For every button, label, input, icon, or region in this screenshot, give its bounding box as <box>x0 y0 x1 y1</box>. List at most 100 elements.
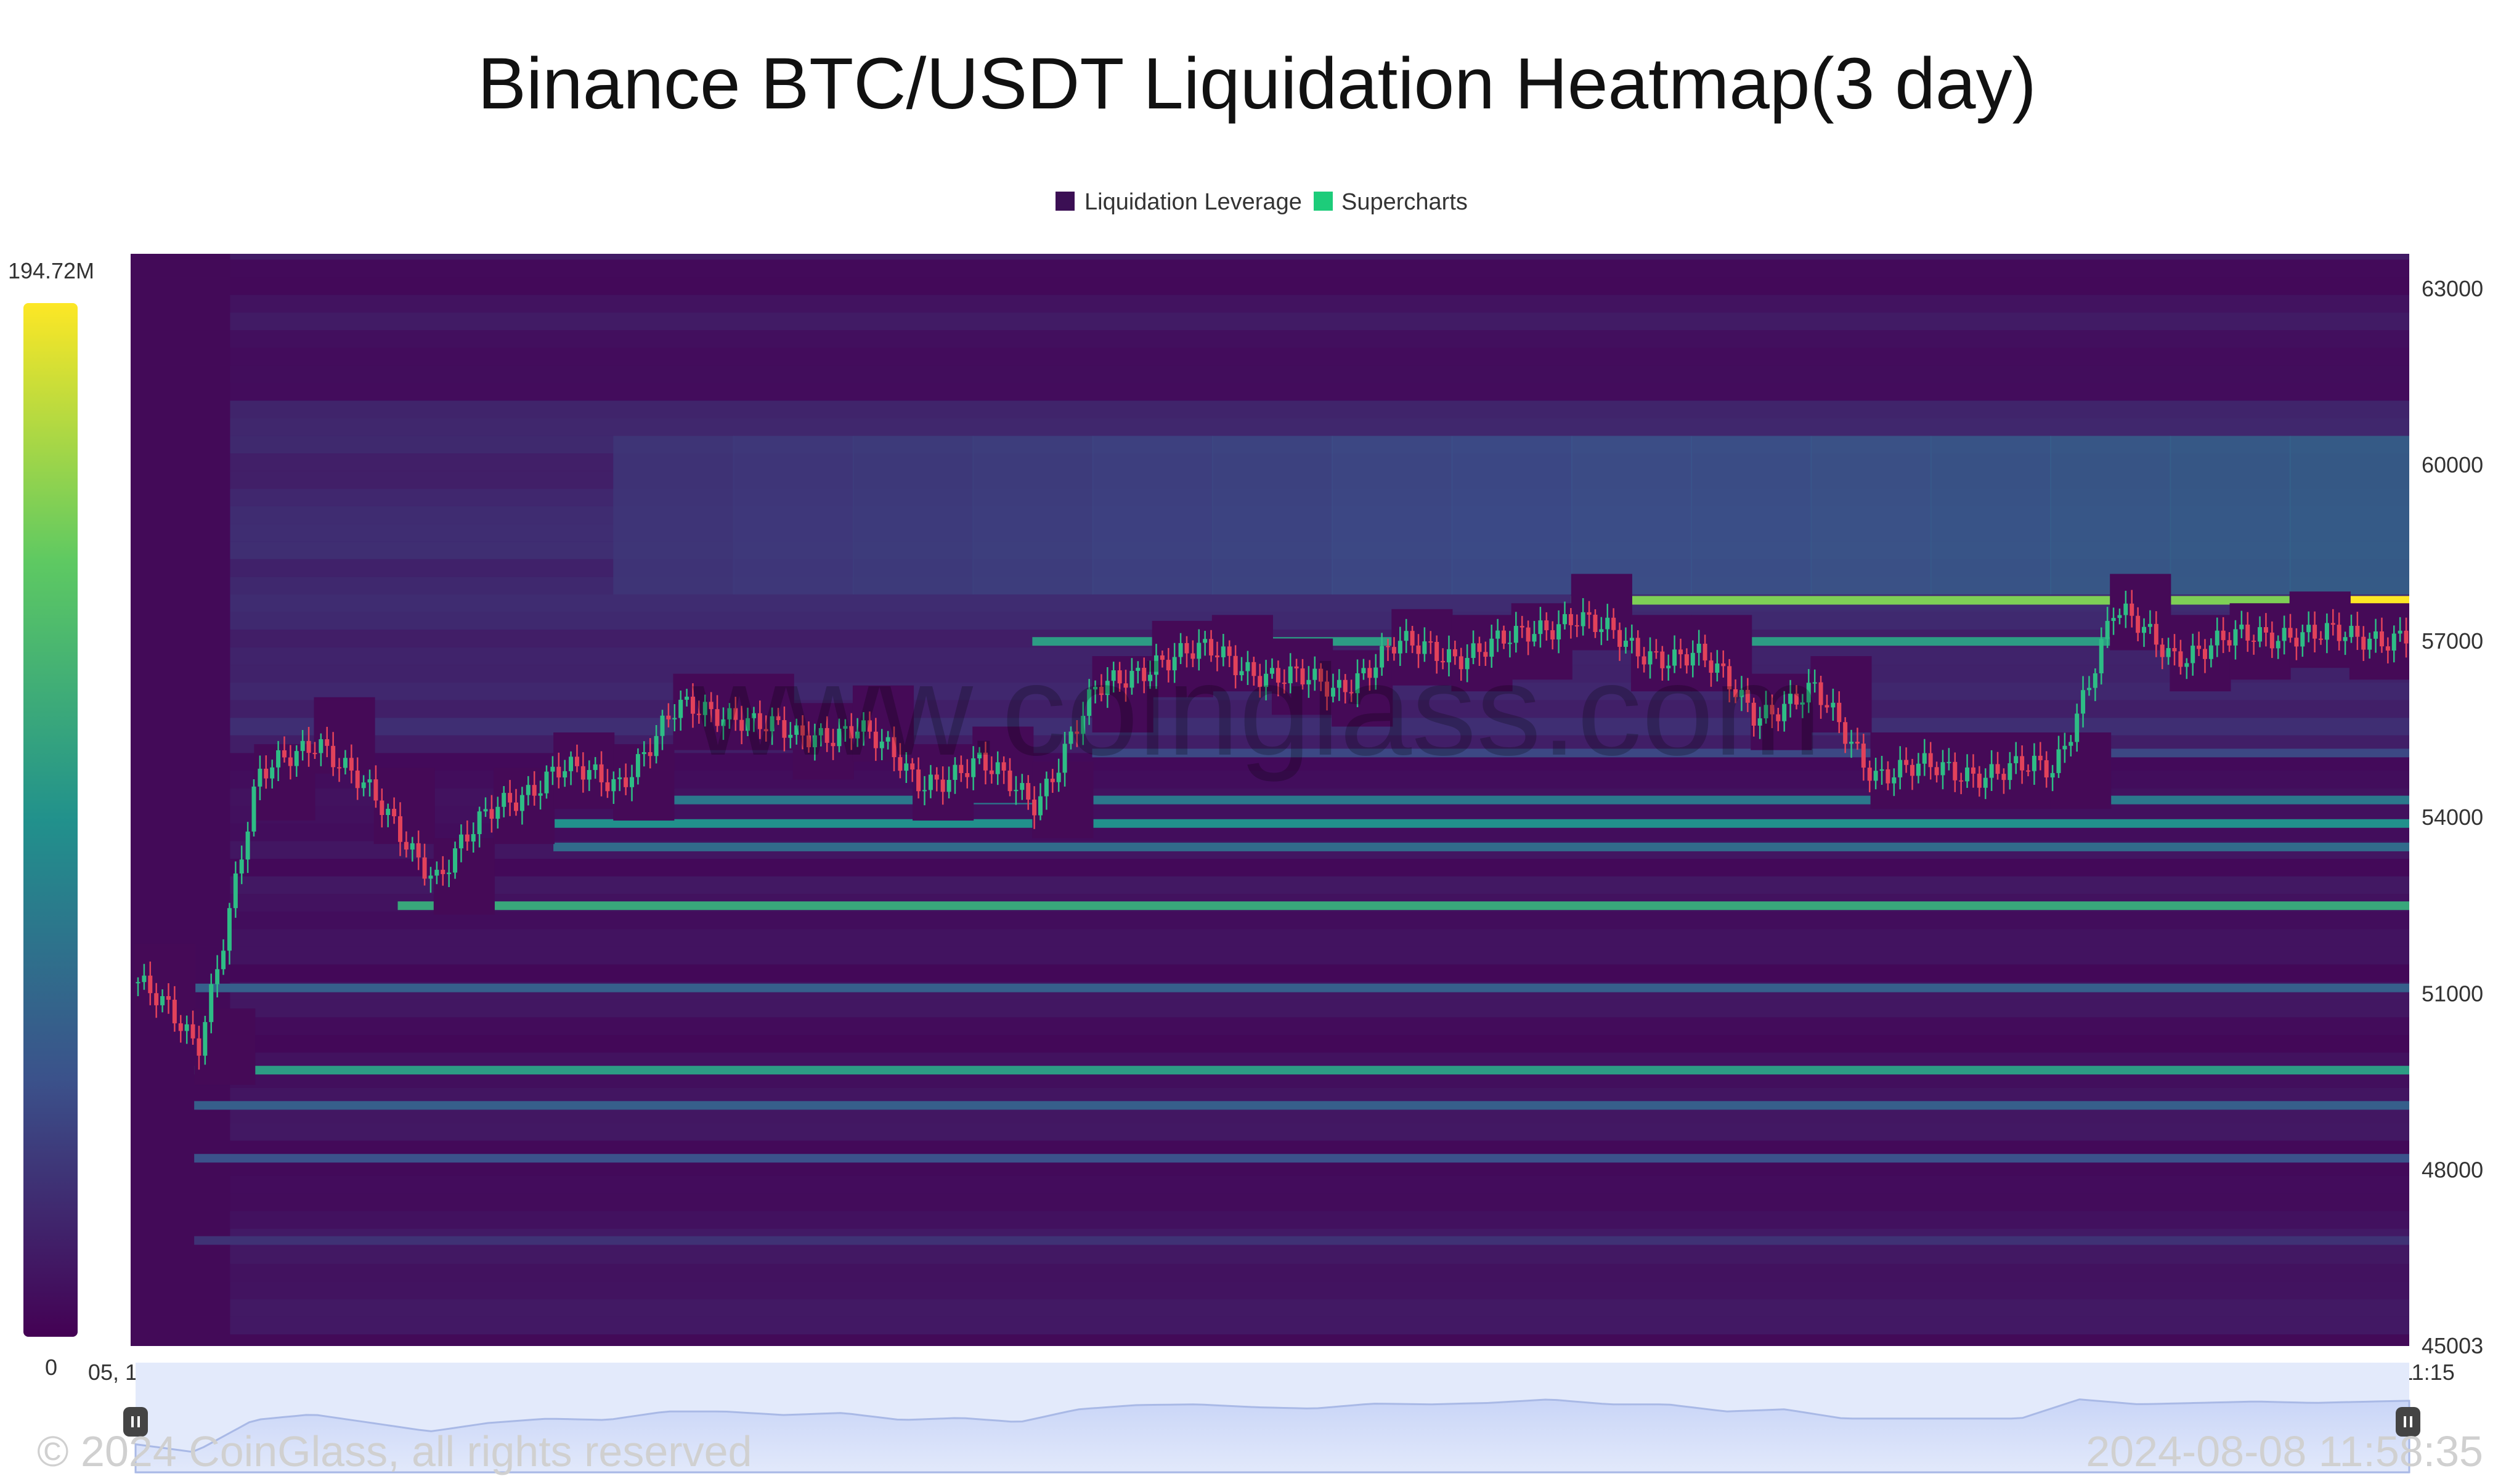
candle-body[interactable] <box>1294 666 1299 669</box>
candle-body[interactable] <box>1349 692 1354 694</box>
candle-body[interactable] <box>1330 687 1335 697</box>
candle-body[interactable] <box>776 716 781 720</box>
candle-body[interactable] <box>1684 654 1689 666</box>
candle-body[interactable] <box>1849 742 1854 744</box>
candle-body[interactable] <box>569 756 574 771</box>
candle-body[interactable] <box>215 969 220 984</box>
colorbar-gradient[interactable] <box>23 303 78 1337</box>
candle-body[interactable] <box>489 809 494 819</box>
candle-body[interactable] <box>1306 679 1311 685</box>
candle-body[interactable] <box>2361 636 2366 650</box>
candle-body[interactable] <box>1806 683 1811 703</box>
candle-body[interactable] <box>2318 638 2323 640</box>
candle-body[interactable] <box>2276 641 2280 649</box>
candle-body[interactable] <box>1660 651 1665 668</box>
candle-body[interactable] <box>654 736 659 756</box>
candle-body[interactable] <box>685 696 690 700</box>
candle-body[interactable] <box>2008 763 2012 781</box>
candle-body[interactable] <box>2001 774 2006 781</box>
candle-body[interactable] <box>2184 663 2189 667</box>
candle-body[interactable] <box>1227 646 1232 656</box>
candle-body[interactable] <box>733 708 738 720</box>
candle-body[interactable] <box>1940 762 1945 776</box>
candle-body[interactable] <box>1715 663 1720 673</box>
candle-body[interactable] <box>1044 779 1049 797</box>
candle-body[interactable] <box>1081 716 1086 734</box>
candle-body[interactable] <box>971 758 976 777</box>
candle-body[interactable] <box>1544 620 1549 631</box>
candle-body[interactable] <box>2324 623 2329 640</box>
candle-body[interactable] <box>1434 642 1439 661</box>
candle-body[interactable] <box>1562 614 1567 625</box>
candle-body[interactable] <box>2416 618 2420 636</box>
candle-body[interactable] <box>2233 629 2238 646</box>
candle-body[interactable] <box>2258 627 2263 642</box>
candle-body[interactable] <box>355 770 360 789</box>
candle-body[interactable] <box>1843 722 1848 744</box>
candle-body[interactable] <box>239 859 244 874</box>
candle-body[interactable] <box>2330 623 2335 625</box>
candle-body[interactable] <box>2208 645 2213 659</box>
candle-body[interactable] <box>294 751 299 766</box>
range-slider-left-handle[interactable] <box>123 1407 148 1437</box>
candle-body[interactable] <box>1696 643 1701 653</box>
candle-body[interactable] <box>1197 643 1202 659</box>
candle-body[interactable] <box>325 739 330 746</box>
candle-body[interactable] <box>989 770 994 774</box>
candle-body[interactable] <box>1886 769 1890 784</box>
candle-body[interactable] <box>2020 756 2025 771</box>
candle-body[interactable] <box>519 795 524 811</box>
candle-body[interactable] <box>599 764 604 782</box>
candle-body[interactable] <box>1446 649 1451 663</box>
candle-body[interactable] <box>2069 742 2073 746</box>
candle-body[interactable] <box>2367 638 2372 650</box>
candle-body[interactable] <box>422 857 427 879</box>
candle-body[interactable] <box>1739 689 1744 697</box>
candle-body[interactable] <box>1136 668 1141 671</box>
candle-body[interactable] <box>2117 615 2122 618</box>
candle-body[interactable] <box>2239 624 2244 630</box>
candle-body[interactable] <box>1587 612 1592 615</box>
candle-body[interactable] <box>1641 656 1646 665</box>
candle-body[interactable] <box>727 708 732 720</box>
candle-body[interactable] <box>1111 670 1116 681</box>
candle-body[interactable] <box>458 834 463 849</box>
candle-body[interactable] <box>1239 671 1244 676</box>
candle-body[interactable] <box>977 752 982 759</box>
candle-body[interactable] <box>983 752 988 771</box>
candle-body[interactable] <box>1898 760 1903 777</box>
candle-body[interactable] <box>428 875 433 879</box>
candle-body[interactable] <box>1678 649 1683 655</box>
candle-body[interactable] <box>1733 689 1738 697</box>
candle-body[interactable] <box>1233 655 1238 676</box>
candle-body[interactable] <box>532 785 537 796</box>
candle-body[interactable] <box>343 758 348 768</box>
candle-body[interactable] <box>861 720 866 732</box>
candle-body[interactable] <box>1763 705 1768 719</box>
candle-body[interactable] <box>1971 767 1975 774</box>
candle-body[interactable] <box>1672 649 1677 666</box>
candle-body[interactable] <box>690 696 695 714</box>
candle-body[interactable] <box>910 763 915 770</box>
candle-body[interactable] <box>197 1038 201 1056</box>
candle-body[interactable] <box>1172 657 1177 671</box>
candle-body[interactable] <box>885 737 890 742</box>
candle-body[interactable] <box>715 709 720 726</box>
candle-body[interactable] <box>1325 681 1330 697</box>
candle-body[interactable] <box>928 774 933 790</box>
candle-body[interactable] <box>1117 670 1122 684</box>
candle-body[interactable] <box>502 793 506 807</box>
candle-body[interactable] <box>605 782 610 792</box>
candle-body[interactable] <box>288 757 293 766</box>
candle-body[interactable] <box>1995 764 2000 774</box>
candle-body[interactable] <box>1702 643 1707 661</box>
candle-body[interactable] <box>2441 607 2445 619</box>
candle-body[interactable] <box>178 1023 183 1031</box>
candle-body[interactable] <box>1574 625 1579 626</box>
candle-body[interactable] <box>794 725 799 735</box>
candle-body[interactable] <box>465 834 470 842</box>
candle-body[interactable] <box>556 766 561 778</box>
candle-body[interactable] <box>258 768 262 787</box>
candle-body[interactable] <box>2178 651 2183 667</box>
candle-body[interactable] <box>2385 646 2390 651</box>
